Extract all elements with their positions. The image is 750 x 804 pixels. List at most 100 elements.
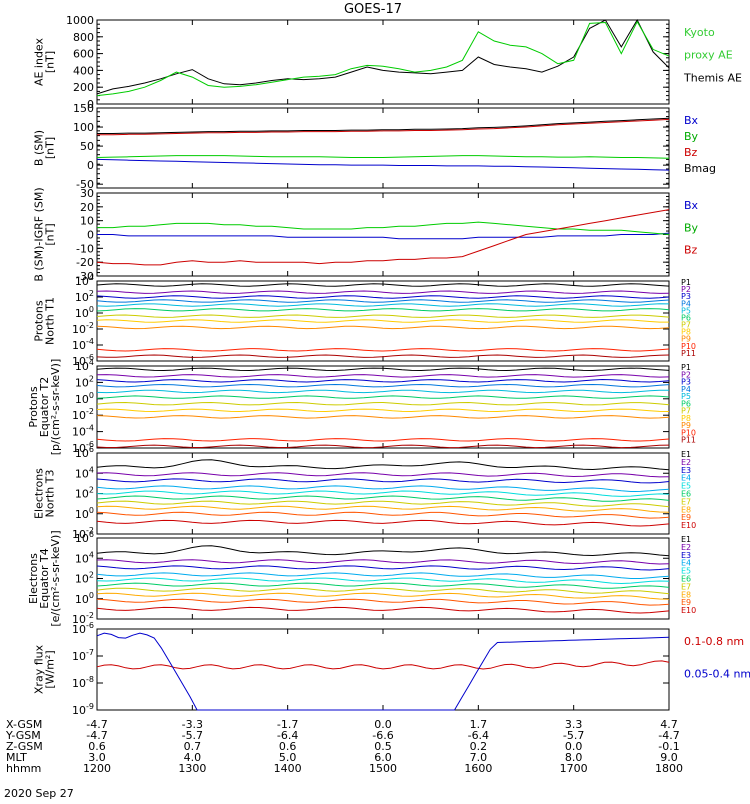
flux-trace-P5: [97, 304, 669, 306]
flux-trace-P8: [97, 409, 669, 411]
series-bx: [97, 159, 669, 170]
panel-ylabel: North T1: [44, 297, 57, 345]
y-tick-label: 1000: [66, 14, 94, 27]
y-tick-label: 100: [73, 121, 94, 134]
y-tick-label: 0: [87, 229, 94, 242]
legend-entry: By: [684, 130, 699, 143]
flux-trace-P3: [97, 296, 669, 298]
axis-value: 1700: [560, 762, 588, 775]
flux-trace-P8: [97, 320, 669, 322]
y-tick-label: 106: [75, 530, 94, 545]
y-tick-label: 10-4: [72, 424, 94, 439]
legend-entry: Bx: [684, 114, 699, 127]
axis-value: 1200: [83, 762, 111, 775]
date-label: 2020 Sep 27: [4, 787, 74, 800]
flux-trace-E10: [97, 607, 669, 613]
series-themis-ae: [97, 20, 669, 94]
y-tick-label: 0: [87, 159, 94, 172]
legend-entry: 0.1-0.8 nm: [684, 635, 744, 648]
flux-trace-P3: [97, 380, 669, 383]
channel-legend-P11: P11: [681, 349, 696, 358]
flux-trace-E4: [97, 573, 669, 579]
y-tick-label: 10-9: [72, 702, 94, 717]
flux-trace-P2: [97, 291, 669, 293]
flux-trace-P6: [97, 396, 669, 398]
panel-ylabel: [nT]: [44, 223, 57, 245]
y-tick-label: 102: [75, 289, 94, 304]
flux-trace-P7: [97, 403, 669, 405]
flux-trace-P10: [97, 349, 669, 351]
flux-trace-E6: [97, 583, 669, 588]
panel-frame: [97, 629, 669, 710]
series-bx: [97, 233, 669, 239]
y-tick-label: 102: [75, 571, 94, 586]
y-tick-label: 30: [80, 187, 94, 200]
panel-ylabel: North T3: [44, 470, 57, 518]
flux-trace-E1: [97, 546, 669, 556]
y-tick-label: 102: [75, 486, 94, 501]
flux-trace-E5: [97, 578, 669, 583]
y-tick-label: 200: [73, 81, 94, 94]
flux-trace-E9: [97, 599, 669, 605]
y-tick-label: 150: [73, 102, 94, 115]
legend-entry: 0.05-0.4 nm: [684, 668, 750, 681]
y-tick-label: 100: [75, 391, 94, 406]
y-tick-label: 50: [80, 140, 94, 153]
bottom-axis-layer: X-GSMY-GSMZ-GSMMLThhmm-4.7-4.70.63.01200…: [5, 718, 683, 775]
flux-trace-P10: [97, 439, 669, 441]
y-tick-label: 104: [75, 358, 94, 373]
y-tick-label: 10-8: [72, 675, 94, 690]
flux-trace-E7: [97, 588, 669, 594]
flux-trace-P7: [97, 315, 669, 317]
axis-row-label: hhmm: [6, 762, 41, 775]
legend-entry: By: [684, 221, 699, 234]
flux-trace-P6: [97, 309, 669, 311]
y-tick-label: 104: [75, 273, 94, 288]
flux-trace-P11: [97, 355, 669, 357]
channel-legend-E10: E10: [681, 606, 696, 615]
y-tick-label: 10-4: [72, 337, 94, 352]
flux-trace-P9: [97, 326, 669, 328]
series-kyoto-proxy-ae: [97, 22, 669, 96]
flux-trace-E8: [97, 506, 669, 512]
y-tick-label: 104: [75, 550, 94, 565]
y-tick-label: 10: [80, 215, 94, 228]
y-tick-label: -20: [76, 256, 94, 269]
channel-legend-E10: E10: [681, 521, 696, 530]
flux-trace-P4: [97, 385, 669, 387]
panel-ylabel: [W/m²]: [44, 650, 57, 688]
series-by: [97, 222, 669, 234]
y-tick-label: 10-2: [72, 407, 94, 422]
y-tick-label: 104: [75, 465, 94, 480]
panel-frame: [97, 108, 669, 188]
flux-trace-E5: [97, 491, 669, 496]
panel-frame: [97, 366, 669, 448]
legend-entry: proxy AE: [684, 49, 733, 62]
flux-trace-P5: [97, 390, 669, 392]
panel-ylabel: [nT]: [44, 137, 57, 159]
xray-long-trace: [97, 661, 669, 669]
flux-trace-E7: [97, 501, 669, 507]
legend-entry: Themis AE: [683, 71, 742, 84]
flux-trace-E10: [97, 520, 669, 526]
legend-entry: Kyoto: [684, 26, 715, 39]
y-tick-label: 10-2: [72, 321, 94, 336]
panel-ylabel: [nT]: [44, 51, 57, 73]
chart-title: GOES-17: [344, 2, 402, 17]
axis-value: 1800: [655, 762, 683, 775]
legend-entry: Bz: [684, 146, 698, 159]
panel-ylabel: [p/(cm²-s-sr-keV)]: [49, 359, 62, 456]
flux-trace-E3: [97, 479, 669, 483]
legend-entry: Bmag: [684, 162, 716, 175]
y-tick-label: 102: [75, 374, 94, 389]
flux-trace-E6: [97, 496, 669, 501]
axis-value: 1500: [369, 762, 397, 775]
legend-entry: Bz: [684, 244, 698, 257]
